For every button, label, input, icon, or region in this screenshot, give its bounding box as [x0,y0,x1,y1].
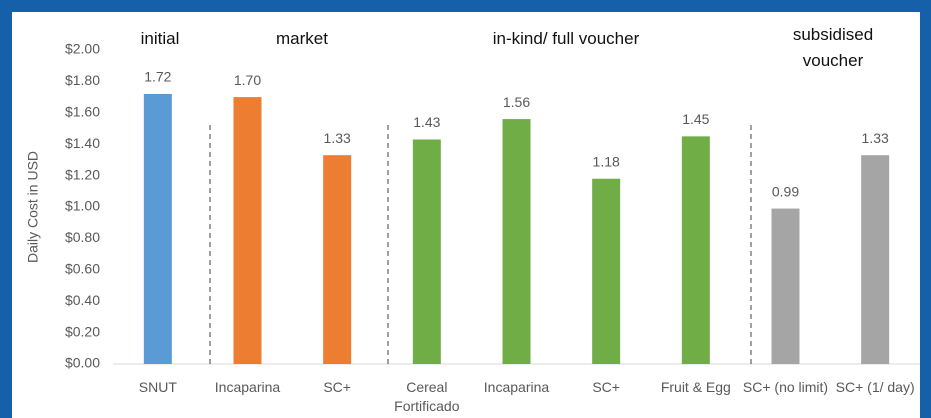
y-tick-label: $1.40 [65,135,100,151]
y-tick-label: $0.80 [65,229,100,245]
bar [412,139,441,364]
group-label: subsidised voucher [792,25,874,70]
y-tick-label: $1.80 [65,72,100,88]
group-label: market [276,29,328,48]
data-label: 1.56 [503,94,530,110]
data-label: 1.72 [144,69,171,85]
y-axis-title: Daily Cost in USD [25,151,41,263]
bar [861,155,890,364]
data-label: 1.33 [324,130,351,146]
chart: Daily Cost in USD $0.00 $0.20 $0.40 $0.60 $0… [25,41,920,371]
y-tick-label: $0.20 [65,323,100,339]
x-tick-label: Cereal Fortificado [394,379,460,414]
bar [681,136,710,364]
bar [502,119,531,364]
bar [143,93,172,365]
data-label: 1.70 [234,72,261,88]
bar [771,208,800,364]
data-label: 1.45 [682,111,709,127]
group-label: in-kind/ full voucher [492,29,640,48]
y-tick-label: $0.40 [65,292,100,308]
data-label: 0.99 [772,183,799,199]
bar [323,155,352,364]
y-tick-label: $2.00 [65,41,100,57]
data-label: 1.33 [862,130,889,146]
x-tick-label: Incaparina [214,379,281,395]
data-label: 1.18 [593,153,620,169]
chart-panel: Daily Cost in USD $0.00 $0.20 $0.40 $0.60 $0… [12,12,920,418]
x-tick-label: SC+ [323,379,351,395]
x-tick-label: Incaparina [483,379,550,395]
bar [233,97,262,364]
group-label: initial [140,29,180,48]
x-tick-label: SC+ [592,379,620,395]
data-label: 1.43 [413,114,440,130]
x-tick-label: SC+ (no limit) [742,379,829,395]
y-tick-label: $1.00 [65,198,100,214]
x-tick-label: Fruit & Egg [660,379,731,395]
y-tick-label: $1.20 [65,166,100,182]
x-tick-label: SNUT [138,379,177,395]
x-tick-label: SC+ (1/ day) [835,379,915,395]
y-tick-label: $0.00 [65,355,100,371]
y-tick-label: $1.60 [65,104,100,120]
y-tick-label: $0.60 [65,261,100,277]
bar [592,178,621,364]
